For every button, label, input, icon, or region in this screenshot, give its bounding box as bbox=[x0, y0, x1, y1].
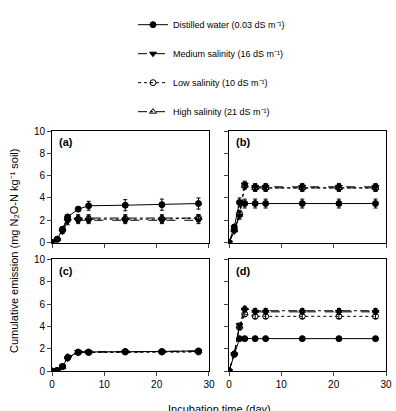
svg-text:(d): (d) bbox=[236, 265, 250, 277]
svg-text:20: 20 bbox=[151, 379, 163, 390]
svg-text:High salinity (21 dS m⁻¹): High salinity (21 dS m⁻¹) bbox=[173, 107, 270, 117]
svg-text:6: 6 bbox=[39, 299, 45, 310]
svg-text:4: 4 bbox=[39, 321, 45, 332]
svg-text:30: 30 bbox=[380, 379, 392, 390]
svg-text:10: 10 bbox=[34, 126, 46, 137]
svg-text:Incubation time (day): Incubation time (day) bbox=[168, 403, 271, 411]
svg-text:(c): (c) bbox=[59, 265, 73, 277]
svg-text:2: 2 bbox=[39, 215, 45, 226]
svg-text:0: 0 bbox=[226, 379, 232, 390]
svg-text:8: 8 bbox=[39, 276, 45, 287]
svg-text:8: 8 bbox=[39, 148, 45, 159]
svg-text:Distilled water (0.03 dS m⁻¹): Distilled water (0.03 dS m⁻¹) bbox=[173, 20, 285, 30]
svg-text:6: 6 bbox=[39, 170, 45, 181]
svg-text:20: 20 bbox=[328, 379, 340, 390]
svg-text:30: 30 bbox=[203, 379, 215, 390]
svg-text:Cumulative emission (mg N₂O-N: Cumulative emission (mg N₂O-N kg⁻¹ soil) bbox=[8, 149, 20, 353]
svg-text:4: 4 bbox=[39, 192, 45, 203]
svg-text:Medium salinity (16 dS m⁻¹): Medium salinity (16 dS m⁻¹) bbox=[173, 49, 283, 59]
svg-text:Low salinity (10 dS m⁻¹): Low salinity (10 dS m⁻¹) bbox=[173, 78, 268, 88]
svg-text:2: 2 bbox=[39, 343, 45, 354]
svg-text:0: 0 bbox=[49, 379, 55, 390]
svg-text:0: 0 bbox=[39, 237, 45, 248]
svg-text:10: 10 bbox=[34, 254, 46, 265]
svg-text:(a): (a) bbox=[59, 136, 73, 148]
svg-text:(b): (b) bbox=[236, 136, 250, 148]
svg-text:10: 10 bbox=[276, 379, 288, 390]
svg-text:0: 0 bbox=[39, 366, 45, 377]
svg-text:10: 10 bbox=[99, 379, 111, 390]
